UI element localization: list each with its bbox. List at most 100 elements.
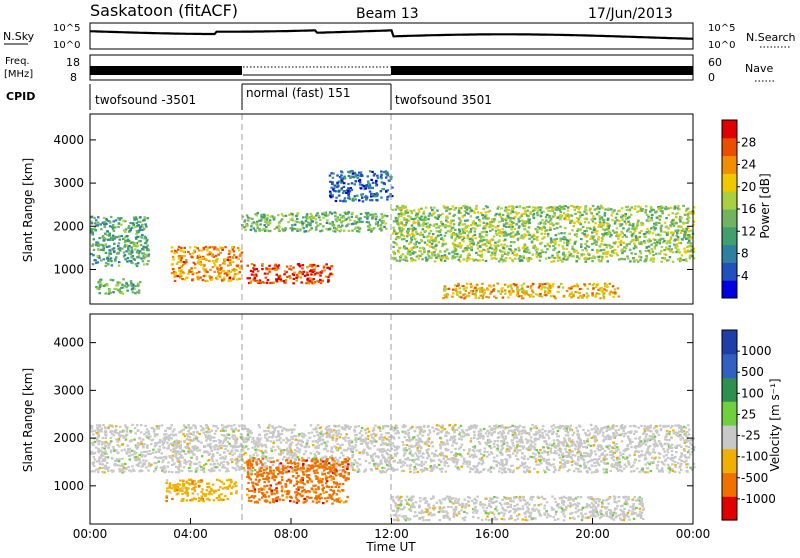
power-cell: [524, 220, 527, 222]
power-cell: [436, 223, 439, 225]
power-cell: [99, 292, 102, 294]
power-cell: [645, 209, 648, 211]
velocity-cell: [622, 430, 625, 432]
power-cell: [220, 267, 223, 269]
power-cell: [394, 242, 397, 244]
velocity-cell: [188, 460, 191, 462]
power-cell: [562, 286, 565, 288]
power-cell: [305, 226, 308, 228]
power-cell: [483, 225, 486, 227]
power-cell: [280, 220, 283, 222]
power-cell: [576, 260, 579, 262]
power-cell: [455, 248, 458, 250]
power-cell: [682, 259, 685, 261]
power-cell: [288, 275, 291, 277]
power-cell: [266, 273, 269, 275]
power-cell: [279, 275, 282, 277]
power-cell: [510, 228, 513, 230]
power-cell: [539, 256, 542, 258]
power-cell: [112, 224, 115, 226]
power-cell: [669, 239, 672, 241]
power-cell: [465, 247, 468, 249]
power-cell: [264, 218, 267, 220]
power-cell: [262, 281, 265, 283]
power-cell: [594, 209, 597, 211]
power-cell: [568, 218, 571, 220]
velocity-cell: [107, 427, 110, 429]
velocity-cell: [458, 427, 461, 429]
power-cell: [367, 225, 370, 227]
power-cell: [251, 218, 254, 220]
power-cell: [517, 289, 520, 291]
power-cell: [208, 275, 211, 277]
power-cell: [602, 228, 605, 230]
power-cell: [677, 258, 680, 260]
power-cell: [97, 242, 100, 244]
power-cell: [617, 246, 620, 248]
power-colorbar-swatch: [722, 227, 737, 245]
power-cell: [670, 207, 673, 209]
velocity-cell: [333, 425, 336, 427]
velocity-cell: [654, 457, 657, 459]
velocity-cell: [543, 458, 546, 460]
power-cell: [541, 219, 544, 221]
power-cell: [369, 191, 372, 193]
power-cell: [205, 258, 208, 260]
power-cell: [473, 220, 476, 222]
power-cell: [350, 176, 353, 178]
power-cell: [611, 255, 614, 257]
power-cell: [132, 242, 135, 244]
power-cell: [626, 245, 629, 247]
power-cell: [655, 211, 658, 213]
power-cell: [374, 195, 377, 197]
power-cell: [428, 232, 431, 234]
power-cell: [260, 218, 263, 220]
power-cell: [670, 236, 673, 238]
power-cell: [636, 223, 639, 225]
velocity-cell: [667, 443, 670, 445]
power-cell: [593, 256, 596, 258]
power-cell: [355, 180, 358, 182]
velocity-cell: [505, 426, 508, 428]
velocity-cell: [172, 455, 175, 457]
power-cell: [486, 223, 489, 225]
power-cell: [202, 279, 205, 281]
power-cell: [361, 197, 364, 199]
power-cell: [514, 211, 517, 213]
power-cell: [586, 297, 589, 299]
velocity-cell: [434, 453, 437, 455]
power-cell: [380, 220, 383, 222]
power-cell: [579, 288, 582, 290]
power-cell: [548, 287, 551, 289]
power-cell: [109, 238, 112, 240]
power-cell: [435, 227, 438, 229]
power-cell: [498, 221, 501, 223]
power-cell: [634, 208, 637, 210]
velocity-cell: [146, 428, 149, 430]
power-cell: [94, 222, 97, 224]
power-cell: [319, 230, 322, 232]
power-cell: [556, 227, 559, 229]
power-cell: [449, 230, 452, 232]
velocity-cell: [573, 432, 576, 434]
power-cell: [493, 284, 496, 286]
velocity-cell: [532, 452, 535, 454]
power-cell: [576, 233, 579, 235]
power-cell: [98, 237, 101, 239]
power-cell: [598, 259, 601, 261]
power-cell: [645, 250, 648, 252]
power-cell: [600, 249, 603, 251]
power-cell: [104, 225, 107, 227]
power-cell: [538, 283, 541, 285]
power-cell: [557, 254, 560, 256]
power-cell: [666, 242, 669, 244]
power-cell: [644, 242, 647, 244]
power-cell: [130, 260, 133, 262]
power-cell: [289, 277, 292, 279]
power-cell: [345, 218, 348, 220]
power-cell: [402, 205, 405, 207]
power-cell: [660, 250, 663, 252]
power-cell: [574, 241, 577, 243]
power-cell: [383, 188, 386, 190]
power-cell: [318, 224, 321, 226]
